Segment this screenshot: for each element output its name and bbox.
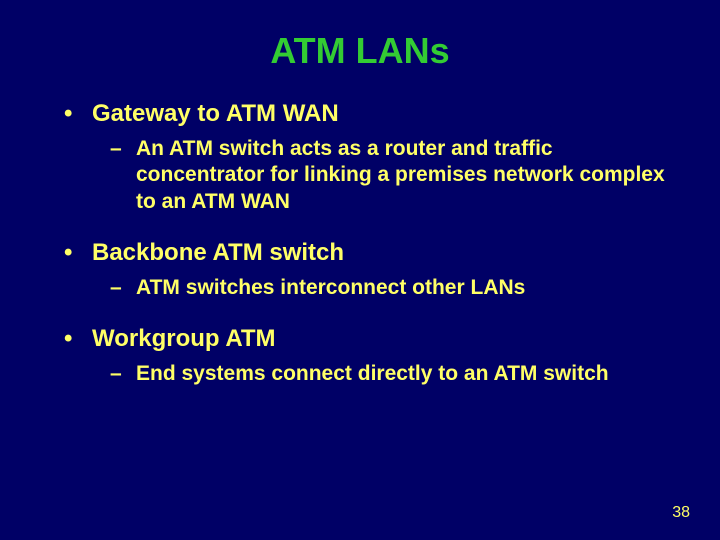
- bullet-icon: •: [64, 239, 72, 267]
- level1-text: Backbone ATM switch: [92, 239, 344, 266]
- level2-text: End systems connect directly to an ATM s…: [136, 362, 609, 385]
- dash-icon: –: [110, 275, 122, 301]
- level1-text: Gateway to ATM WAN: [92, 100, 339, 127]
- dash-icon: –: [110, 136, 122, 162]
- slide: ATM LANs • Gateway to ATM WAN – An ATM s…: [0, 0, 720, 540]
- list-item: – ATM switches interconnect other LANs: [110, 275, 670, 301]
- level2-text: ATM switches interconnect other LANs: [136, 276, 525, 299]
- list-item: • Backbone ATM switch: [64, 239, 670, 267]
- dash-icon: –: [110, 361, 122, 387]
- page-number: 38: [672, 504, 690, 522]
- bullet-icon: •: [64, 325, 72, 353]
- slide-title: ATM LANs: [50, 30, 670, 72]
- list-item: – An ATM switch acts as a router and tra…: [110, 136, 670, 215]
- level2-text: An ATM switch acts as a router and traff…: [136, 137, 665, 213]
- level1-text: Workgroup ATM: [92, 325, 276, 352]
- list-item: – End systems connect directly to an ATM…: [110, 361, 670, 387]
- bullet-list: • Gateway to ATM WAN – An ATM switch act…: [50, 100, 670, 387]
- bullet-icon: •: [64, 100, 72, 128]
- list-item: • Gateway to ATM WAN: [64, 100, 670, 128]
- list-item: • Workgroup ATM: [64, 325, 670, 353]
